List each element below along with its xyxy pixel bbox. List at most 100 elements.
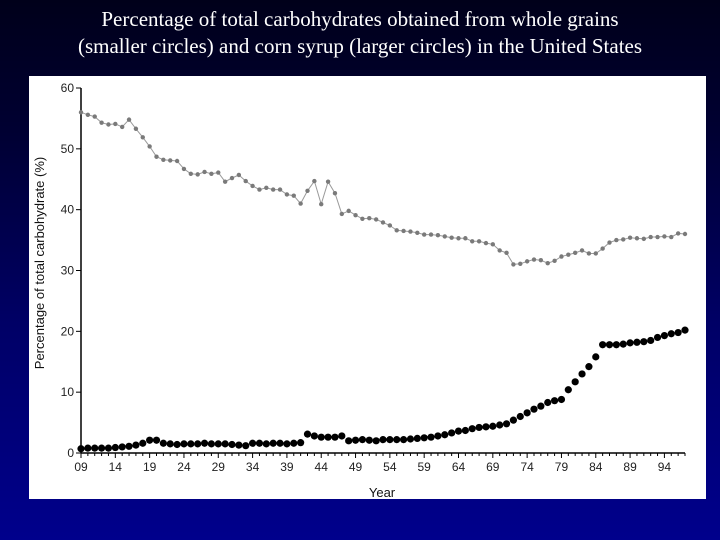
corn-syrup-point [619, 340, 627, 348]
corn-syrup-point [640, 338, 648, 346]
whole-grain-point [518, 261, 523, 267]
whole-grain-point [421, 232, 427, 237]
whole-grain-point [600, 246, 605, 251]
y-tick-label: 20 [61, 324, 75, 338]
whole-grain-point [332, 191, 338, 196]
whole-grain-point [126, 117, 132, 122]
corn-syrup-point [276, 439, 284, 447]
whole-grain-point [216, 170, 221, 175]
whole-grain-point [401, 228, 406, 234]
corn-syrup-point [667, 330, 675, 338]
whole-grain-point [531, 257, 537, 262]
corn-syrup-point [386, 436, 394, 444]
corn-syrup-point [283, 440, 291, 448]
whole-grain-point [346, 208, 351, 214]
series-layer [77, 110, 689, 453]
corn-syrup-point [159, 439, 167, 447]
whole-grain-point [85, 112, 91, 117]
corn-syrup-point [228, 440, 236, 449]
corn-syrup-point [461, 426, 469, 435]
corn-syrup-point [605, 341, 614, 349]
corn-syrup-point [338, 432, 346, 440]
whole-grain-point [284, 192, 290, 197]
corn-syrup-point [125, 442, 133, 450]
whole-grain-point [222, 179, 228, 184]
x-tick-label: 79 [555, 460, 569, 474]
whole-grain-point [449, 235, 454, 240]
whole-grain-point [154, 154, 159, 159]
corn-syrup-point [255, 439, 264, 447]
whole-grain-point [168, 158, 173, 163]
whole-grain-point [463, 236, 468, 241]
whole-grain-point [339, 211, 345, 217]
corn-syrup-point [523, 409, 531, 417]
corn-syrup-point [139, 439, 147, 447]
whole-grain-point [250, 183, 255, 189]
whole-grain-point [607, 240, 612, 245]
y-tick-label: 30 [61, 264, 75, 278]
corn-syrup-point [324, 433, 332, 441]
whole-grain-point [428, 232, 434, 237]
whole-grain-point [435, 233, 441, 238]
corn-syrup-point [111, 443, 119, 452]
whole-grain-point [552, 258, 557, 263]
whole-grain-point [566, 252, 571, 257]
corn-syrup-point [132, 441, 140, 449]
corn-syrup-point [550, 397, 559, 405]
corn-syrup-point [516, 412, 524, 421]
whole-grain-point [634, 236, 640, 241]
whole-grain-point [614, 237, 619, 243]
corn-syrup-point [633, 338, 641, 346]
whole-grain-point [113, 121, 118, 127]
whole-grain-point [545, 261, 550, 266]
whole-grain-point [476, 239, 482, 244]
corn-syrup-point [310, 432, 318, 440]
x-tick-label: 89 [623, 460, 637, 474]
corn-syrup-point [262, 440, 270, 448]
corn-syrup-point [612, 341, 620, 349]
corn-syrup-point [454, 427, 463, 435]
corn-syrup-point [434, 432, 442, 440]
whole-grain-point [538, 257, 544, 263]
corn-syrup-point [173, 440, 181, 449]
corn-syrup-point [406, 435, 415, 443]
corn-syrup-point [475, 423, 483, 432]
corn-syrup-point [544, 398, 552, 407]
corn-syrup-point [571, 378, 579, 386]
whole-grain-point [92, 114, 97, 119]
corn-syrup-point [557, 395, 566, 404]
x-tick-label: 14 [109, 460, 123, 474]
corn-syrup-point [297, 439, 305, 447]
whole-grain-point [305, 188, 310, 194]
corn-syrup-point [647, 336, 655, 345]
whole-grain-point [394, 228, 399, 233]
corn-syrup-point [187, 440, 195, 448]
corn-syrup-point [420, 434, 428, 442]
whole-grain-line [80, 111, 686, 265]
whole-grain-point [415, 230, 420, 235]
corn-syrup-point [331, 433, 339, 441]
whole-grain-point [593, 251, 598, 256]
x-tick-label: 44 [315, 460, 329, 474]
whole-grain-point [119, 124, 125, 130]
corn-syrup-point [537, 402, 545, 410]
corn-syrup-point [441, 431, 449, 439]
whole-grain-point [662, 234, 667, 239]
corn-syrup-point [653, 333, 662, 342]
x-tick-label: 84 [589, 460, 603, 474]
x-tick-label: 49 [349, 460, 363, 474]
whole-grain-point [669, 234, 674, 240]
corn-syrup-point [214, 440, 222, 448]
whole-grain-point [367, 215, 372, 221]
whole-grain-point [133, 126, 139, 131]
corn-syrup-point [578, 370, 586, 378]
corn-syrup-point [448, 429, 456, 437]
corn-syrup-point [564, 386, 572, 394]
whole-grain-point [655, 234, 660, 240]
corn-syrup-point [91, 444, 99, 452]
corn-syrup-point [104, 444, 113, 452]
whole-grain-point [195, 172, 200, 177]
corn-syrup-point [681, 326, 689, 334]
whole-grain-point [181, 166, 187, 172]
whole-grain-point [586, 251, 592, 256]
